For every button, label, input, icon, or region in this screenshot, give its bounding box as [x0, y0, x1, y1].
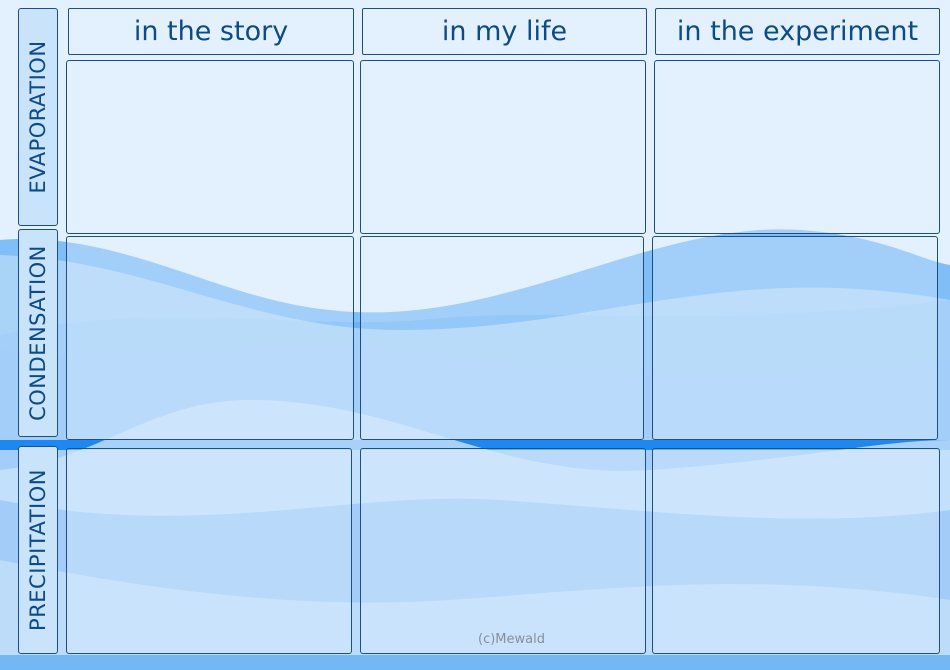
cell-precipitation-life[interactable] — [360, 448, 646, 654]
row-label-text: PRECIPITATION — [26, 469, 50, 631]
wave-bottom — [0, 655, 950, 670]
cell-precipitation-experiment[interactable] — [652, 448, 940, 654]
cell-condensation-experiment[interactable] — [652, 236, 938, 440]
row-label-text: CONDENSATION — [26, 245, 50, 421]
column-header-experiment: in the experiment — [655, 8, 940, 55]
cell-evaporation-story[interactable] — [66, 60, 354, 234]
cell-condensation-life[interactable] — [360, 236, 644, 440]
wave-light-3 — [0, 560, 950, 670]
row-label-condensation: CONDENSATION — [18, 229, 58, 437]
copyright-text: (c)Mewald — [478, 632, 545, 647]
row-label-precipitation: PRECIPITATION — [18, 446, 58, 654]
cell-evaporation-life[interactable] — [360, 60, 646, 234]
row-label-text: EVAPORATION — [26, 40, 50, 194]
row-label-evaporation: EVAPORATION — [18, 8, 58, 226]
cell-evaporation-experiment[interactable] — [654, 60, 940, 234]
column-header-life: in my life — [362, 8, 647, 55]
column-header-story: in the story — [68, 8, 354, 55]
cell-precipitation-story[interactable] — [66, 448, 352, 654]
cell-condensation-story[interactable] — [66, 236, 354, 440]
